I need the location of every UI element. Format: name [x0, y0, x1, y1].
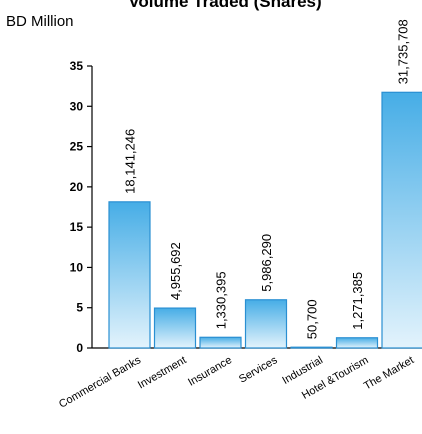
x-tick-label: Investment [136, 354, 189, 391]
data-label: 5,986,290 [259, 234, 274, 292]
data-label: 1,330,395 [214, 271, 229, 329]
y-tick-label: 35 [70, 59, 84, 73]
bar [290, 346, 333, 349]
y-tick-label: 5 [76, 301, 83, 315]
chart-title: Volume Traded (Shares) [128, 0, 321, 11]
unit-label: BD Million [6, 13, 74, 30]
x-tick-label: Services [237, 354, 280, 386]
bar [335, 337, 379, 349]
y-tick-label: 30 [70, 99, 84, 113]
y-tick-label: 15 [70, 220, 84, 234]
y-tick-label: 20 [70, 180, 84, 194]
bar [108, 201, 151, 349]
y-tick-label: 25 [70, 140, 84, 154]
bar [381, 91, 422, 349]
data-label: 4,955,692 [168, 242, 183, 300]
data-labels: 18,141,246 4,955,692 1,330,395 5,986,290 50,… [123, 19, 411, 339]
x-tick-label: The Market [362, 354, 416, 392]
data-label: 18,141,246 [123, 129, 138, 194]
bars [108, 91, 422, 349]
data-label: 50,700 [305, 299, 320, 339]
bar [244, 299, 288, 349]
bar [199, 336, 242, 349]
x-tick-label: Insurance [186, 354, 234, 389]
y-axis-ticks: 0 5 10 15 20 25 30 35 [70, 59, 92, 355]
y-tick-label: 10 [70, 260, 84, 274]
y-tick-label: 0 [76, 341, 83, 355]
data-label: 31,735,708 [396, 19, 411, 84]
data-label: 1,271,385 [350, 272, 365, 330]
x-tick-label: Commercial Banks [57, 354, 143, 411]
bar [153, 307, 197, 349]
